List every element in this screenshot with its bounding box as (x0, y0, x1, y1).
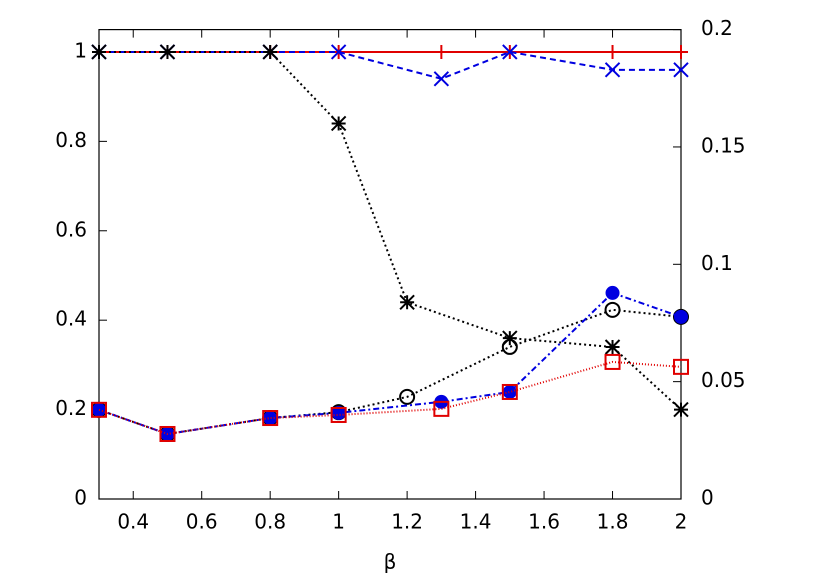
marker (399, 388, 416, 405)
marker (673, 358, 689, 375)
x-tick-label: 1.8 (597, 510, 629, 534)
marker (502, 330, 518, 346)
x-tick-label: 1.4 (460, 510, 492, 534)
marker (502, 44, 518, 60)
marker (673, 62, 689, 78)
marker (159, 44, 176, 60)
marker (330, 44, 347, 60)
marker (330, 115, 347, 132)
marker (604, 353, 621, 370)
marker (605, 285, 620, 300)
x-axis-label: β (384, 550, 397, 574)
marker (331, 405, 346, 420)
marker (501, 383, 518, 400)
x-tick-label: 1.2 (391, 510, 423, 534)
y2-tick-label: 0.05 (701, 368, 746, 392)
marker (263, 411, 278, 426)
marker (674, 44, 688, 59)
y2-tick-label: 0.2 (701, 16, 733, 40)
marker (674, 309, 688, 324)
x-tick-label: 0.6 (186, 510, 218, 534)
marker (673, 401, 689, 418)
marker (434, 44, 449, 59)
y-tick-label: 0 (74, 486, 87, 510)
marker (604, 301, 621, 318)
x-tick-label: 2 (675, 510, 688, 534)
x-tick-label: 0.8 (254, 510, 286, 534)
marker (330, 406, 347, 423)
x-tick-label: 1.6 (528, 510, 560, 534)
series-line (99, 50, 682, 411)
marker (604, 62, 621, 78)
plot-frame (98, 29, 682, 500)
y-tick-label: 0.6 (55, 217, 87, 241)
series-line (98, 291, 682, 436)
y-tick-label: 0.2 (55, 396, 87, 420)
y2-tick-label: 0.1 (701, 251, 733, 275)
marker (91, 44, 107, 60)
series-line (98, 308, 682, 436)
marker (262, 410, 279, 427)
series-line (98, 360, 682, 436)
marker (502, 384, 517, 399)
y2-tick-label: 0.15 (701, 133, 746, 157)
y2-tick-label: 0 (701, 486, 714, 510)
marker (433, 400, 450, 417)
marker (501, 338, 518, 355)
x-tick-label: 0.4 (117, 510, 149, 534)
marker (604, 339, 621, 355)
series-line (99, 50, 681, 80)
y-tick-label: 1 (74, 38, 87, 62)
marker (605, 44, 620, 59)
marker (433, 71, 450, 87)
marker (91, 401, 107, 418)
marker (262, 44, 278, 60)
x-tick-label: 1 (332, 510, 345, 534)
marker (399, 294, 415, 311)
marker (159, 425, 176, 442)
y-tick-label: 0.4 (55, 307, 87, 331)
y-tick-label: 0.8 (55, 128, 87, 152)
